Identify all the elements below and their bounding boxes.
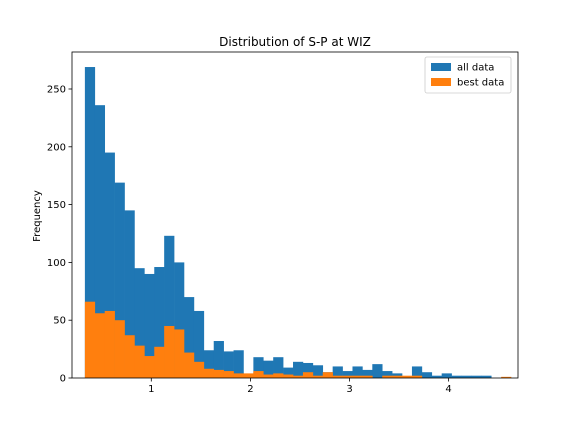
histogram-bar-best-data-6 <box>144 356 155 378</box>
plot-frame <box>71 51 519 379</box>
legend-swatch-best-data <box>431 78 451 86</box>
histogram-bar-all-data-9 <box>174 262 185 378</box>
histogram-bar-best-data-8 <box>164 325 175 378</box>
histogram-bar-best-data-16 <box>243 373 254 378</box>
histogram-bar-all-data-7 <box>154 267 165 378</box>
histogram-bar-best-data-1 <box>94 313 106 378</box>
histogram-bar-best-data-12 <box>203 368 215 378</box>
histogram-bar-all-data-33 <box>411 366 423 378</box>
y-tick-label: 250 <box>47 84 66 95</box>
histogram-bar-all-data-8 <box>164 235 175 378</box>
histogram-bar-best-data-15 <box>233 373 244 378</box>
y-tick-label: 100 <box>47 258 66 269</box>
legend: all data best data <box>424 56 512 94</box>
histogram-bar-all-data-38 <box>461 375 472 378</box>
histogram-bar-all-data-4 <box>124 210 135 378</box>
y-axis-label: Frequency <box>32 190 43 242</box>
y-tick-label: 50 <box>53 316 66 327</box>
bars-layer <box>84 67 512 379</box>
histogram-bar-best-data-5 <box>134 345 145 378</box>
histogram-bar-best-data-20 <box>283 374 294 378</box>
histogram-bar-best-data-3 <box>114 320 125 378</box>
histogram-bar-best-data-9 <box>174 329 185 378</box>
histogram-bar-best-data-14 <box>223 371 234 378</box>
histogram-bar-best-data-7 <box>154 346 165 378</box>
histogram-bar-best-data-30 <box>382 375 393 378</box>
histogram-bar-all-data-22 <box>302 362 314 378</box>
x-tick-label: 1 <box>148 384 154 395</box>
histogram-bar-best-data-17 <box>253 371 264 378</box>
histogram-bar-all-data-26 <box>342 371 353 378</box>
histogram-bar-all-data-30 <box>382 371 393 378</box>
histogram-bar-best-data-32 <box>402 375 413 378</box>
histogram-bar-all-data-37 <box>451 375 462 378</box>
histogram-bar-best-data-27 <box>352 375 363 378</box>
histogram-bar-all-data-11 <box>193 310 205 378</box>
histogram-bar-all-data-10 <box>184 297 195 378</box>
histogram-bar-best-data-19 <box>273 373 284 378</box>
histogram-bar-best-data-31 <box>392 375 403 378</box>
histogram-bar-all-data-23 <box>312 365 324 378</box>
x-tick-label: 4 <box>445 384 451 395</box>
histogram-bar-all-data-36 <box>441 373 452 378</box>
histogram-bar-best-data-24 <box>322 372 333 378</box>
histogram-bar-all-data-13 <box>213 341 224 378</box>
histogram-bar-best-data-33 <box>411 375 423 378</box>
histogram-bar-all-data-17 <box>253 357 264 378</box>
histogram-bar-best-data-10 <box>184 352 195 378</box>
histogram-bar-best-data-21 <box>293 375 304 378</box>
histogram-bar-all-data-1 <box>94 105 106 379</box>
histogram-bar-best-data-2 <box>104 310 115 378</box>
histogram-bar-best-data-4 <box>124 335 135 378</box>
histogram-bar-best-data-28 <box>362 375 373 378</box>
histogram-bar-all-data-12 <box>203 350 215 378</box>
legend-label-best-data: best data <box>457 78 504 89</box>
histogram-bar-best-data-0 <box>84 301 96 378</box>
histogram-bar-all-data-35 <box>431 375 442 378</box>
histogram-bar-all-data-29 <box>372 364 383 378</box>
histogram-bar-best-data-13 <box>213 369 224 378</box>
histogram-bar-all-data-39 <box>471 375 482 378</box>
histogram-bar-all-data-34 <box>421 372 433 378</box>
y-tick-label: 0 <box>60 374 66 385</box>
chart-title: Distribution of S-P at WIZ <box>219 35 371 49</box>
histogram-bar-best-data-11 <box>193 361 205 378</box>
histogram-bar-all-data-20 <box>283 367 294 378</box>
histogram-bar-all-data-27 <box>352 366 363 378</box>
histogram-bar-best-data-25 <box>332 375 343 378</box>
legend-label-all-data: all data <box>457 63 494 74</box>
histogram-bar-all-data-40 <box>481 375 492 378</box>
y-tick-label: 200 <box>47 142 66 153</box>
histogram-bar-all-data-0 <box>84 67 96 378</box>
histogram-bar-all-data-19 <box>273 357 284 378</box>
histogram-bar-all-data-6 <box>144 273 155 378</box>
histogram-bar-all-data-3 <box>114 182 125 378</box>
histogram-bar-all-data-21 <box>293 361 304 378</box>
legend-swatch-all-data <box>431 63 451 71</box>
histogram-bar-all-data-25 <box>332 366 343 378</box>
y-tick-label: 150 <box>47 200 66 211</box>
histogram-bar-all-data-18 <box>263 360 274 378</box>
histogram-bar-all-data-5 <box>134 268 145 378</box>
histogram-bar-best-data-18 <box>263 374 274 378</box>
histogram-bar-all-data-28 <box>362 369 373 378</box>
histogram-bar-best-data-42 <box>501 376 512 378</box>
histogram-bar-best-data-26 <box>342 375 353 378</box>
x-tick-label: 3 <box>346 384 352 395</box>
x-tick-label: 2 <box>247 384 253 395</box>
histogram-bar-all-data-2 <box>104 152 115 378</box>
axes-layer: 1 2 3 4 0 50 100 150 200 250 <box>47 51 519 395</box>
histogram-bar-best-data-22 <box>302 372 314 378</box>
histogram-bar-all-data-15 <box>233 350 244 378</box>
histogram-bar-best-data-23 <box>312 375 324 378</box>
histogram-bar-all-data-14 <box>223 351 234 378</box>
